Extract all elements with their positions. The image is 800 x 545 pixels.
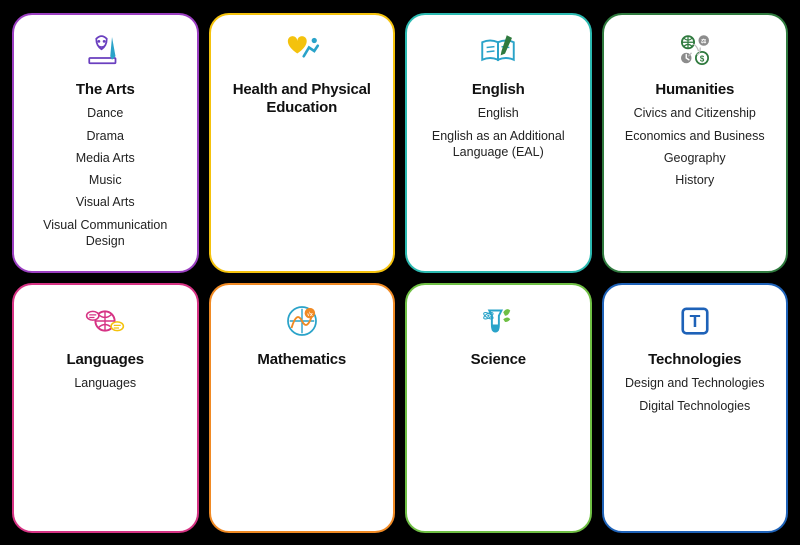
card-english[interactable]: English English English as an Additional…	[405, 13, 592, 273]
card-subjects: Civics and Citizenship Economics and Bus…	[614, 105, 777, 188]
card-title: Mathematics	[257, 351, 346, 370]
maths-icon: √x	[280, 299, 324, 343]
card-subjects: Languages	[24, 375, 187, 391]
card-languages[interactable]: Languages Languages	[12, 283, 199, 533]
card-row-1: The Arts Dance Drama Media Arts Music Vi…	[12, 13, 788, 273]
card-science[interactable]: Science	[405, 283, 592, 533]
subject-item: Drama	[24, 128, 187, 144]
svg-text:√x: √x	[307, 310, 313, 317]
card-tech[interactable]: T Technologies Design and Technologies D…	[602, 283, 789, 533]
subject-item: Media Arts	[24, 150, 187, 166]
arts-icon	[83, 29, 127, 73]
subject-item: Music	[24, 172, 187, 188]
svg-text:$: $	[700, 54, 705, 63]
card-row-2: Languages Languages √x Mathematics	[12, 283, 788, 533]
tech-icon: T	[673, 299, 717, 343]
subject-item: Civics and Citizenship	[614, 105, 777, 121]
card-arts[interactable]: The Arts Dance Drama Media Arts Music Vi…	[12, 13, 199, 273]
card-maths[interactable]: √x Mathematics	[209, 283, 396, 533]
card-subjects: English English as an Additional Languag…	[417, 105, 580, 160]
card-subjects: Dance Drama Media Arts Music Visual Arts…	[24, 105, 187, 249]
subject-item: Economics and Business	[614, 128, 777, 144]
card-humanities[interactable]: ⚖ $ Humanities Civics and Citizenship Ec…	[602, 13, 789, 273]
english-icon	[476, 29, 520, 73]
subject-item: History	[614, 172, 777, 188]
subject-item: Geography	[614, 150, 777, 166]
svg-text:T: T	[689, 311, 700, 331]
card-title: Health and Physical Education	[221, 81, 384, 119]
subject-item: Visual Arts	[24, 194, 187, 210]
card-title: Humanities	[655, 81, 734, 100]
subject-item: Digital Technologies	[614, 398, 777, 414]
card-title: Languages	[67, 351, 144, 370]
card-subjects: Design and Technologies Digital Technolo…	[614, 375, 777, 414]
humanities-icon: ⚖ $	[673, 29, 717, 73]
svg-text:⚖: ⚖	[701, 38, 707, 45]
subject-item: Dance	[24, 105, 187, 121]
hpe-icon	[280, 29, 324, 73]
card-title: Science	[471, 351, 526, 370]
subject-item: Languages	[24, 375, 187, 391]
card-hpe[interactable]: Health and Physical Education	[209, 13, 396, 273]
science-icon	[476, 299, 520, 343]
subject-item: English as an Additional Language (EAL)	[417, 128, 580, 161]
subject-item: English	[417, 105, 580, 121]
card-title: Technologies	[648, 351, 741, 370]
subject-item: Design and Technologies	[614, 375, 777, 391]
subject-item: Visual Communication Design	[24, 217, 187, 250]
card-title: English	[472, 81, 525, 100]
card-title: The Arts	[76, 81, 135, 100]
languages-icon	[83, 299, 127, 343]
